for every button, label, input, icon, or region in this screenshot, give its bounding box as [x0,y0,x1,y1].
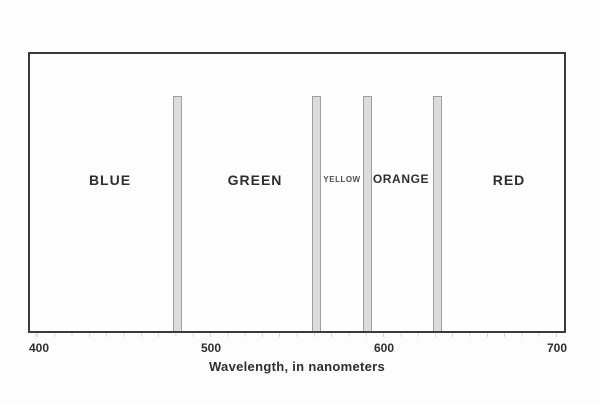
region-label-green: GREEN [227,172,283,188]
divider-bar-480nm [173,96,182,331]
region-label-orange: ORANGE [372,172,430,186]
divider-bar-590nm [363,96,372,331]
x-tick-label-700: 700 [546,341,568,355]
x-axis-title: Wavelength, in nanometers [208,359,386,374]
x-tick-label-600: 600 [373,341,395,355]
divider-bar-560nm [312,96,321,331]
x-tick-label-400: 400 [28,341,50,355]
divider-bar-630nm [433,96,442,331]
axis-minor-ticks [28,333,566,337]
plot-area: BLUE GREEN YELLOW ORANGE RED [28,52,566,333]
region-label-yellow: YELLOW [323,175,361,184]
x-tick-label-500: 500 [200,341,222,355]
region-label-blue: BLUE [88,172,132,188]
region-label-red: RED [492,172,526,188]
